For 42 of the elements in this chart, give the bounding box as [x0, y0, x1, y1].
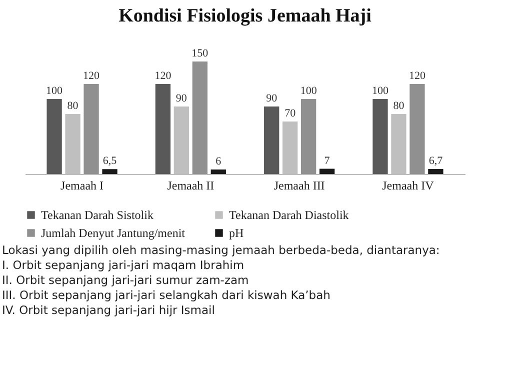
bar: [410, 84, 425, 174]
data-label: 150: [192, 48, 209, 60]
data-label: 120: [408, 70, 426, 82]
bar: [264, 106, 280, 174]
chart-title: Kondisi Fisiologis Jemaah Haji: [118, 6, 372, 26]
bar: [210, 170, 226, 174]
data-label: 6,5: [102, 155, 118, 168]
x-tick-label: Jemaah II: [167, 178, 214, 192]
legend-label: Tekanan Darah Sistolik: [41, 208, 154, 222]
legend-label: pH: [229, 226, 244, 240]
bar: [102, 169, 118, 174]
x-tick-label: Jemaah III: [274, 178, 325, 192]
data-label: 80: [393, 100, 405, 112]
data-label: 80: [67, 100, 79, 112]
text: IV. Orbit sepanjang jari-jari hijr Ismail: [2, 303, 216, 318]
text: I. Orbit sepanjang jari-jari maqam Ibrahim: [2, 258, 246, 273]
data-label: 7: [324, 154, 330, 167]
bar: [46, 99, 62, 174]
data-label: 6: [216, 156, 222, 168]
text: Lokasi yang dipilih oleh masing-masing jemaah berbeda-beda, diantaranya:: [2, 243, 441, 258]
text: II. Orbit sepanjang jari-jari sumur zam-zam: [2, 273, 250, 288]
bar: [192, 62, 208, 174]
data-label: 100: [46, 85, 64, 97]
legend-label: Tekanan Darah Diastolik: [229, 208, 349, 222]
data-label: 6,7: [428, 154, 444, 167]
legend-label: Jumlah Denyut Jantung/menit: [41, 226, 186, 240]
bar: [155, 84, 171, 174]
bar: [372, 99, 388, 174]
data-label: 90: [176, 92, 188, 104]
text: III. Orbit sepanjang jari-jari selangkah dari kiswah Ka’bah: [2, 288, 332, 303]
bar: [84, 84, 99, 174]
data-label: 100: [372, 85, 389, 97]
data-label: 100: [300, 85, 318, 97]
bar: [300, 99, 316, 174]
data-label: 70: [284, 108, 296, 120]
data-label: 90: [266, 92, 278, 104]
x-tick-label: Jemaah I: [60, 178, 104, 192]
data-label: 120: [83, 70, 100, 82]
bar: [428, 168, 444, 174]
x-tick-label: Jemaah IV: [382, 178, 434, 192]
data-label: 120: [154, 70, 172, 82]
bar: [319, 168, 335, 174]
